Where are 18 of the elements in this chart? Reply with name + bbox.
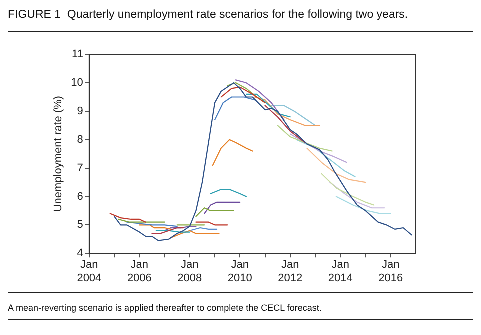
x-tick-label: Jan 2008 [178,259,202,284]
y-tick-label: 7 [77,162,84,174]
chart-title: FIGURE 1 Quarterly unemployment rate scenarios for the following two years. [8,8,473,32]
y-tick-label: 9 [77,105,84,118]
x-tick-label: Jan 2012 [278,259,303,284]
x-tick-label: Jan 2016 [378,259,404,284]
x-tick-label: Jan 2014 [328,259,353,284]
y-tick-label: 11 [72,48,84,61]
x-tick-label: Jan 2004 [77,259,102,284]
x-tick-label: Jan 2006 [127,259,152,284]
x-tick-label: Jan 2010 [228,259,252,284]
y-tick-label: 5 [77,219,84,232]
y-tick-label: 4 [77,248,84,260]
text: A mean-reverting scenario is applied thereafter to complete the CECL forecast. [8,303,323,313]
y-axis-title: Unemployment rate (%) [52,96,65,212]
y-tick-label: 8 [77,134,84,146]
y-tick-label: 10 [71,77,84,90]
y-tick-label: 6 [77,190,84,203]
